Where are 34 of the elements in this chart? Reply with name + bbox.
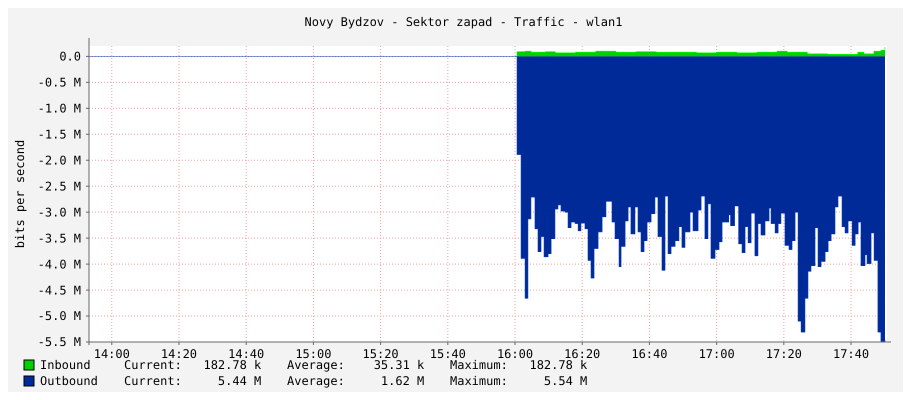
text: Current: 5.44 M xyxy=(124,374,262,388)
x-tick-label: 17:00 xyxy=(698,347,735,361)
text: Current: 182.78 k xyxy=(124,358,262,372)
x-tick-label: 17:40 xyxy=(832,347,870,361)
text: Maximum: 182.78 k xyxy=(450,358,588,372)
text: Average: 35.31 k xyxy=(287,358,426,372)
y-axis-title: bits per second xyxy=(13,140,27,248)
y-tick-label: -1.0 M xyxy=(38,102,81,116)
x-tick-label: 15:40 xyxy=(430,347,466,361)
y-tick-label: -5.5 M xyxy=(38,335,81,350)
x-tick-label: 16:20 xyxy=(564,347,600,361)
x-tick-label: 14:20 xyxy=(160,347,198,361)
y-tick-label: -4.0 M xyxy=(38,257,81,272)
y-tick-label: 0.0 xyxy=(59,50,81,64)
y-tick-label: -4.5 M xyxy=(38,283,81,298)
legend-label: Inbound xyxy=(40,358,91,372)
y-tick-label: -3.0 M xyxy=(38,205,81,220)
text: Average: 1.62 M xyxy=(287,374,424,388)
text: Maximum: 5.54 M xyxy=(450,374,588,388)
x-tick-label: 14:40 xyxy=(228,347,264,361)
x-tick-label: 15:20 xyxy=(362,347,399,361)
y-tick-label: -0.5 M xyxy=(38,76,81,90)
y-tick-label: -2.0 M xyxy=(38,153,81,168)
chart-title: Novy Bydzov - Sektor zapad - Traffic - wlan1 xyxy=(304,15,622,29)
x-tick-label: 16:00 xyxy=(496,347,534,361)
x-tick-label: 17:20 xyxy=(766,347,802,361)
x-tick-label: 16:40 xyxy=(631,347,668,361)
y-tick-label: -5.0 M xyxy=(38,309,81,324)
y-tick-label: -2.5 M xyxy=(38,179,81,194)
legend-label: Outbound xyxy=(40,374,98,388)
y-tick-label: -1.5 M xyxy=(38,127,81,142)
x-tick-label: 14:00 xyxy=(94,347,130,361)
y-tick-label: -3.5 M xyxy=(38,231,81,246)
x-tick-label: 15:00 xyxy=(295,347,332,361)
